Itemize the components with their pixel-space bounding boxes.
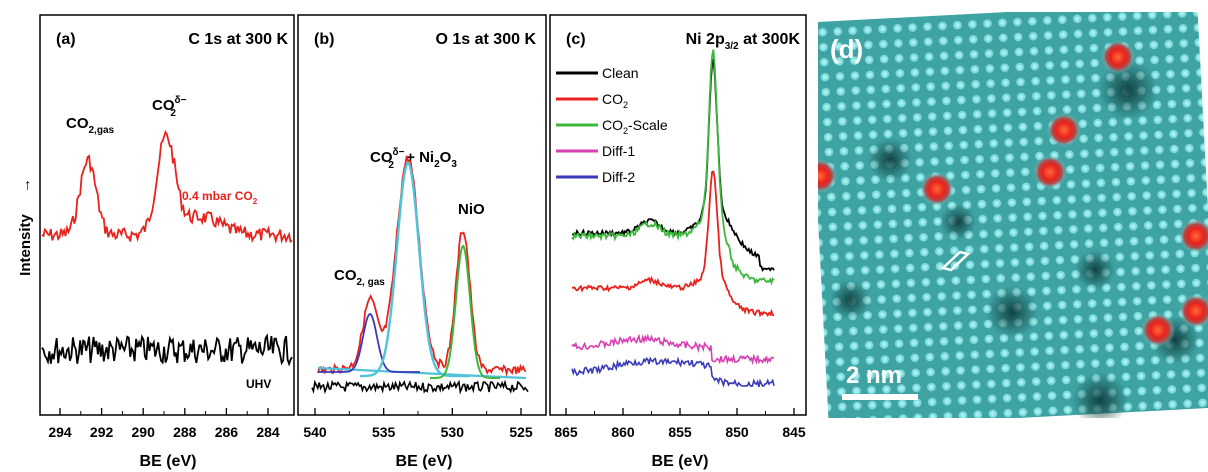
tick-label: 294 [48,424,72,440]
trace-diff-1 [571,333,775,366]
peak-label-nio: NiO [458,201,485,218]
tick-label: 286 [215,424,239,440]
y-axis-arrow: → [17,178,34,193]
peak-label-co2-gas-b: CO2, gas [334,267,385,288]
peak-label-main: COδ− 2 + Ni2O3 [370,147,457,171]
panel-d-letter: (d) [830,34,863,64]
adsorbate-dot [1033,155,1067,189]
tick-label: 292 [90,424,114,440]
y-axis-label: Intensity → [17,178,34,276]
fit-nio-peak [430,244,500,379]
tick-label: 530 [441,424,465,440]
dark-defect [1098,60,1158,120]
trace-co2-c [572,170,775,318]
fit-co2-gas [318,312,420,373]
tick-label: 535 [372,424,396,440]
panel-a: (a) C 1s at 300 K CO2,gas COδ− 2 0.4 mbar… [39,14,295,440]
peak-label-co2-gas: CO2,gas [66,115,115,136]
stm-image [818,12,1208,418]
trace-co2-scale [571,49,775,286]
tick-label: 850 [725,424,749,440]
x-axis-label-b: BE (eV) [396,453,453,470]
tick-label: 845 [782,424,806,440]
trace-label-co2: 0.4 mbar CO2 [182,189,258,206]
panel-a-title: C 1s at 300 K [188,31,288,48]
panel-c: (c) Ni 2p3/2 at 300K Clean CO2 CO2-Scale Di… [549,14,807,440]
adsorbate-dot [1101,40,1135,74]
legend-label: Diff-2 [602,169,635,185]
dark-defect [940,204,976,240]
dark-defect [986,286,1038,338]
fit-background [317,366,527,380]
tick-label: 855 [668,424,692,440]
adsorbate-dot [1179,219,1208,253]
panel-c-title: Ni 2p3/2 at 300K [686,31,801,52]
tick-label: 860 [611,424,635,440]
scale-bar [842,394,918,400]
y-axis-label-text: Intensity [17,214,34,276]
dark-defect [868,138,912,182]
adsorbate-dot [920,172,954,206]
tick-label: 865 [554,424,578,440]
tick-label: 290 [132,424,156,440]
panel-a-frame [39,14,295,416]
fit-main-peak [360,161,470,378]
legend-label: CO2 [602,91,628,110]
legend-label: Diff-1 [602,143,635,159]
x-axis-label-a: BE (eV) [140,453,197,470]
unit-cell-marker [940,250,971,272]
tick-label: 525 [509,424,533,440]
trace-data-b [317,155,527,378]
trace-uhv-b [311,379,529,395]
panel-c-letter: (c) [566,31,586,48]
tick-label: 540 [303,424,327,440]
adsorbate-dot [1047,113,1081,147]
panel-c-frame [549,14,807,416]
legend: Clean CO2 CO2-Scale Diff-1 Diff-2 [556,65,668,185]
panel-d: (d) 2 nm [818,12,1208,418]
legend-label: Clean [602,65,639,81]
adsorbate-dot [1141,313,1175,347]
trace-diff-2 [571,356,775,388]
panel-c-ticks: 865 860 855 850 845 [554,408,806,440]
dark-defect [1075,250,1115,290]
adsorbate-dot [1179,294,1208,328]
tick-label: 288 [173,424,197,440]
panel-b-title: O 1s at 300 K [436,31,537,48]
panel-b-frame [297,14,547,416]
trace-clean [572,58,775,273]
x-axis-label-c: BE (eV) [652,453,709,470]
trace-label-uhv: UHV [246,377,271,391]
legend-label: CO2-Scale [602,117,668,136]
panel-b-ticks: 540 535 530 525 [303,408,533,440]
trace-co2 [41,129,293,245]
adsorbate-dot [818,159,837,193]
tick-label: 284 [256,424,280,440]
dark-defect [1072,372,1128,418]
dark-defect [830,280,870,320]
panel-a-letter: (a) [56,31,76,48]
scale-bar-label: 2 nm [846,362,902,389]
panel-a-ticks: 294 292 290 288 286 284 [48,408,280,440]
panel-b: (b) O 1s at 300 K COδ− 2 + Ni2O3 NiO CO2,… [297,14,547,440]
trace-uhv [41,333,293,367]
stm-adsorbates [818,40,1208,347]
peak-label-co2-delta: COδ− 2 [152,95,187,119]
panel-b-letter: (b) [314,31,334,48]
